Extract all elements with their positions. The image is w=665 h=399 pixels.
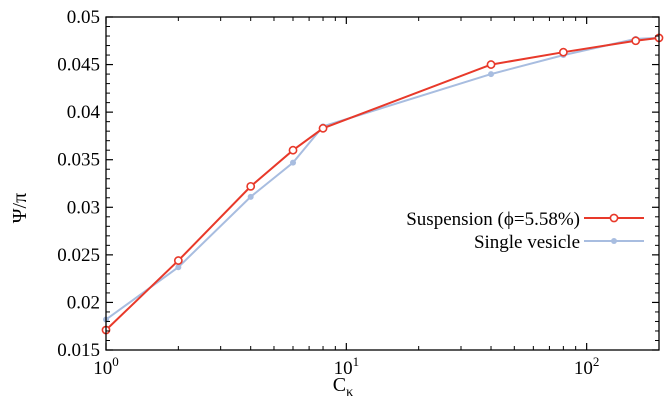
- y-tick-label: 0.05: [67, 7, 100, 28]
- data-point-single-vesicle: [247, 193, 254, 200]
- x-tick-label: 100: [93, 354, 119, 379]
- data-point-suspension: [631, 36, 641, 46]
- legend-label-single-vesicle: Single vesicle: [474, 232, 580, 253]
- data-point-single-vesicle: [488, 71, 495, 78]
- y-tick-label: 0.015: [57, 340, 100, 361]
- legend-label-suspension: Suspension (ϕ=5.58%): [406, 209, 580, 230]
- data-point-suspension: [558, 47, 568, 57]
- y-tick-label: 0.03: [67, 197, 100, 218]
- legend-marker-suspension: [609, 213, 619, 223]
- axis-ticks: [105, 16, 660, 351]
- plot-frame: [105, 16, 660, 351]
- y-axis-label: Ψ/π: [9, 193, 31, 223]
- y-tick-label: 0.035: [57, 150, 100, 171]
- y-tick-label: 0.025: [57, 245, 100, 266]
- data-point-single-vesicle: [290, 159, 297, 166]
- data-point-suspension: [173, 256, 183, 265]
- data-point-suspension: [486, 60, 496, 69]
- data-point-single-vesicle: [175, 264, 182, 271]
- series-line-suspension: [105, 36, 660, 331]
- data-point-suspension: [288, 145, 298, 155]
- x-tick-label: 102: [574, 354, 600, 379]
- series-line-single-vesicle: [105, 36, 660, 321]
- y-tick-label: 0.04: [67, 102, 101, 123]
- y-tick-label: 0.02: [67, 292, 100, 313]
- x-tick-label: 101: [334, 354, 360, 379]
- legend: Suspension (ϕ=5.58%) Single vesicle: [406, 209, 644, 253]
- series-layer: [101, 33, 664, 335]
- x-axis-label-main: C: [333, 374, 346, 396]
- tick-labels: 0.015 0.02 0.025 0.03 0.035 0.04 0.045 0.05 100 1…: [57, 7, 599, 379]
- x-axis-label: Cκ: [333, 374, 353, 399]
- data-point-suspension: [246, 181, 256, 191]
- legend-marker-single-vesicle: [611, 238, 617, 244]
- x-axis-label-subscript: κ: [346, 385, 353, 399]
- data-point-suspension: [318, 123, 328, 133]
- y-tick-label: 0.045: [57, 55, 100, 76]
